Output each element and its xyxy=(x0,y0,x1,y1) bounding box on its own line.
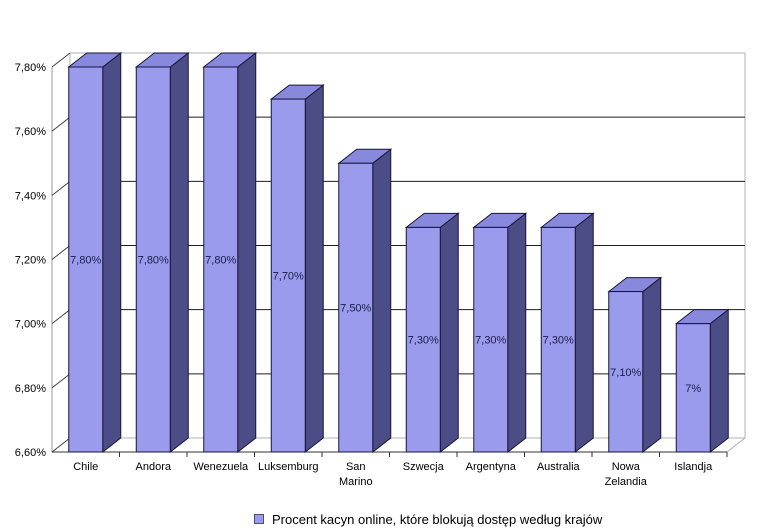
bar-value-label: 7,30% xyxy=(543,335,574,347)
x-category-label: Marino xyxy=(339,476,373,488)
y-tick-label: 7,80% xyxy=(15,62,46,74)
bar-value-label: 7,80% xyxy=(138,255,169,267)
y-tick xyxy=(51,245,71,260)
bar-Wenezuela xyxy=(203,66,239,453)
bar-Islandja xyxy=(675,323,711,453)
bar-side-face xyxy=(574,212,594,454)
bar-side-face xyxy=(102,51,122,454)
y-tick xyxy=(51,116,71,132)
bar-side-face xyxy=(507,212,527,454)
bar-San Marino xyxy=(338,162,374,453)
y-tick xyxy=(51,309,71,325)
bar-value-label: 7,30% xyxy=(475,335,506,347)
y-tick-label: 7,40% xyxy=(15,190,46,202)
y-tick xyxy=(51,373,71,389)
y-tick-label: 7,00% xyxy=(15,319,46,331)
bar-side-face xyxy=(169,51,189,454)
bar-value-label: 7,50% xyxy=(340,303,371,315)
bar-side-face xyxy=(439,212,459,454)
bar-side-face xyxy=(642,276,662,454)
y-tick xyxy=(51,52,71,68)
legend: Procent kacyn online, które blokują dost… xyxy=(254,509,602,529)
bar-Argentyna xyxy=(473,226,509,453)
x-category-label: Chile xyxy=(73,461,98,473)
x-category-label: Islandja xyxy=(674,461,713,473)
bar-side-face xyxy=(237,51,257,454)
x-category-label: Australia xyxy=(537,461,581,473)
bar-value-label: 7,10% xyxy=(610,367,641,379)
bar-Szwecja xyxy=(405,226,441,453)
y-tick xyxy=(51,437,71,453)
bar-value-label: 7% xyxy=(685,383,701,395)
x-category-label: San xyxy=(346,461,366,473)
bar-side-face xyxy=(709,308,729,454)
x-category-label: Zelandia xyxy=(605,476,648,488)
y-tick-label: 6,80% xyxy=(15,383,46,395)
bar-value-label: 7,30% xyxy=(408,335,439,347)
y-tick-label: 7,20% xyxy=(15,255,46,267)
y-tick xyxy=(51,180,71,196)
x-category-label: Wenezuela xyxy=(193,461,249,473)
x-category-label: Luksemburg xyxy=(258,461,319,473)
bar-value-label: 7,70% xyxy=(273,271,304,283)
x-category-label: Szwecja xyxy=(403,461,445,473)
bar-Nowa Zelandia xyxy=(608,291,644,453)
floor-right-corner xyxy=(726,437,746,453)
bar-Australia xyxy=(540,226,576,453)
bar-Luksemburg xyxy=(270,98,306,453)
bar-side-face xyxy=(372,148,392,454)
chart-area: 7,80% 7,60% 7,40% 7,20% 7,00% 6,80% 6,60% 7,80%… xyxy=(15,51,746,488)
y-tick-label: 6,60% xyxy=(15,447,46,459)
bar-value-label: 7,80% xyxy=(70,255,101,267)
bar-Chile xyxy=(68,66,104,453)
bar-Andora xyxy=(135,66,171,453)
bar-value-label: 7,80% xyxy=(205,255,236,267)
legend-marker-icon xyxy=(254,514,264,524)
x-category-label: Andora xyxy=(136,461,172,473)
y-tick-label: 7,60% xyxy=(15,126,46,138)
legend-label: Procent kacyn online, które blokują dost… xyxy=(272,511,603,527)
bar-chart-3d: 7,80% 7,60% 7,40% 7,20% 7,00% 6,80% 6,60% 7,80%… xyxy=(15,51,746,488)
x-category-label: Nowa xyxy=(612,461,641,473)
bar-side-face xyxy=(304,84,324,454)
x-category-label: Argentyna xyxy=(466,461,517,473)
